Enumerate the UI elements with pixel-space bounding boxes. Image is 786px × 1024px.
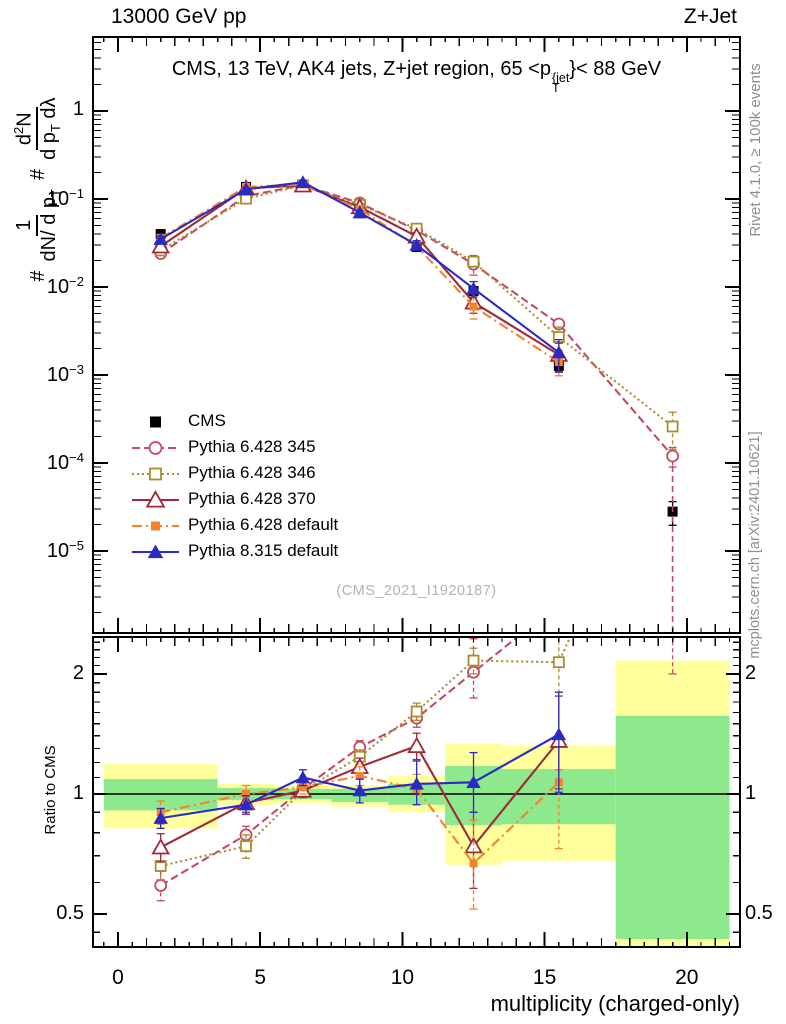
uncertainty-band-green [103, 779, 218, 811]
legend-label-pythia-346: Pythia 6.428 346 [188, 463, 316, 482]
analysis-id-watermark: (CMS_2021_I1920187) [336, 583, 497, 599]
legend-label-pythia-370: Pythia 6.428 370 [188, 489, 316, 508]
x-axis-label: multiplicity (charged-only) [490, 991, 740, 1016]
ratio-tick-label-left: 0.5 [56, 902, 84, 925]
legend-label-pythia-345: Pythia 6.428 345 [188, 437, 316, 456]
beam-energy-label: 13000 GeV pp [111, 5, 247, 28]
x-tick-label: 15 [532, 966, 557, 989]
y-tick-label: 10−4 [46, 449, 84, 474]
pt-jet-stack: {jet T [551, 70, 570, 95]
legend-samples [132, 416, 179, 559]
y-tick-label: 10−1 [46, 185, 84, 210]
ratio-tick-label-right: 1 [745, 782, 757, 804]
ratio-panel-series [151, 637, 677, 910]
uncertainty-band-green [615, 715, 730, 940]
y-tick-label: 10−2 [46, 273, 84, 298]
legend-label-pythia8-default: Pythia 8.315 default [188, 541, 339, 560]
top-panel-series [151, 175, 679, 633]
ratio-tick-label-right: 0.5 [745, 902, 773, 925]
x-tick-label: 5 [254, 966, 267, 989]
rivet-version-note: Rivet 4.1.0, ≥ 100k events [747, 63, 764, 237]
legend-label-pythia-default: Pythia 6.428 default [188, 515, 339, 534]
ratio-tick-label-right: 2 [745, 661, 757, 684]
y-tick-label: 1 [72, 97, 84, 120]
ratio-tick-label-left: 2 [72, 661, 84, 684]
x-tick-label: 20 [675, 966, 699, 989]
x-tick-label: 0 [112, 966, 124, 989]
axis-ticks [93, 37, 740, 947]
y-tick-label: 10−3 [46, 361, 84, 386]
ratio-tick-label-left: 1 [72, 782, 84, 804]
legend-label-cms: CMS [188, 411, 226, 430]
y-tick-label: 10−5 [46, 537, 84, 562]
process-label: Z+Jet [683, 5, 737, 28]
x-tick-label: 10 [390, 966, 415, 989]
mcplots-citation-note: mcplots.cern.ch [arXiv:2401.10621] [747, 431, 763, 659]
plot-title: CMS, 13 TeV, AK4 jets, Z+jet region, 65 … [171, 58, 662, 95]
